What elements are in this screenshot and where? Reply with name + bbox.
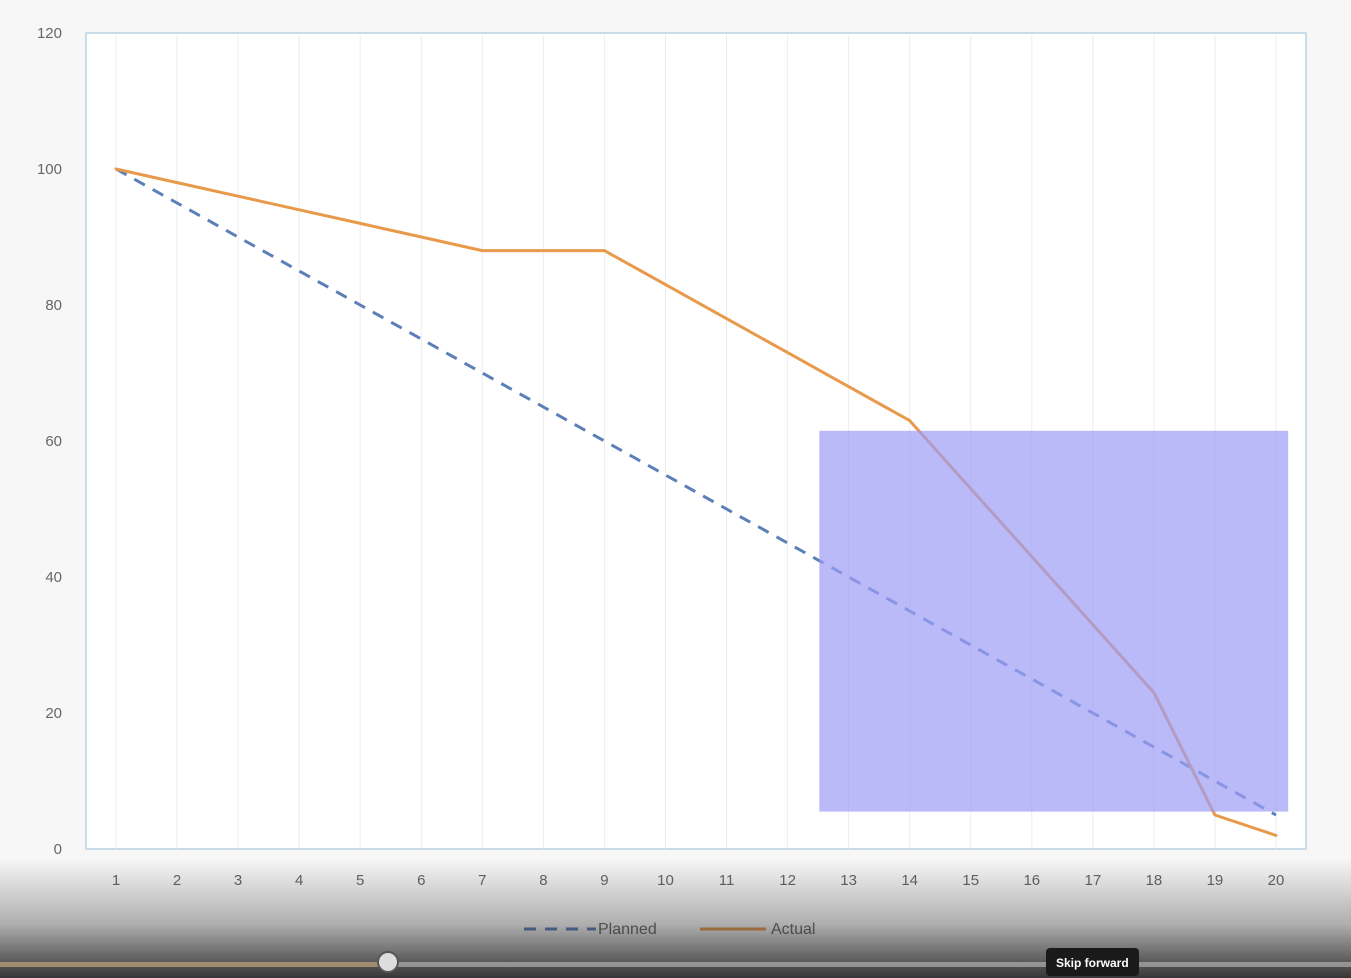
y-tick-120: 120: [37, 25, 62, 42]
y-tick-40: 40: [45, 569, 62, 586]
x-tick-18: 18: [1146, 872, 1163, 889]
x-tick-5: 5: [356, 872, 364, 889]
y-tick-0: 0: [54, 841, 62, 858]
x-tick-16: 16: [1023, 872, 1040, 889]
seek-handle[interactable]: [376, 951, 399, 973]
x-tick-8: 8: [539, 872, 547, 889]
x-tick-15: 15: [962, 872, 979, 889]
x-tick-19: 19: [1207, 872, 1224, 889]
x-axis-ticks: 1 2 3 4 5 6 7 8 9 10 11 12 13 14 15 16 17 18 19 20: [112, 872, 1285, 889]
seek-bar[interactable]: [0, 962, 1351, 967]
x-tick-1: 1: [112, 872, 120, 889]
skip-forward-tooltip: Skip forward: [1046, 948, 1139, 976]
x-tick-3: 3: [234, 872, 242, 889]
x-tick-11: 11: [719, 872, 735, 889]
y-tick-100: 100: [37, 161, 62, 178]
x-tick-6: 6: [417, 872, 425, 889]
x-tick-2: 2: [173, 872, 181, 889]
legend: Planned Actual: [524, 921, 815, 938]
selection-highlight: [819, 430, 1289, 812]
x-tick-12: 12: [779, 872, 796, 889]
x-tick-7: 7: [478, 872, 486, 889]
y-tick-60: 60: [45, 433, 62, 450]
y-tick-80: 80: [45, 297, 62, 314]
y-tick-20: 20: [45, 705, 62, 722]
legend-label-planned: Planned: [598, 921, 657, 938]
legend-label-actual: Actual: [771, 921, 815, 938]
x-tick-14: 14: [901, 872, 918, 889]
x-tick-17: 17: [1084, 872, 1101, 889]
x-tick-13: 13: [840, 872, 857, 889]
seek-bar-played: [0, 962, 388, 967]
y-axis-ticks: 0 20 40 60 80 100 120: [37, 25, 62, 858]
x-tick-4: 4: [295, 872, 303, 889]
x-tick-20: 20: [1268, 872, 1285, 889]
x-tick-9: 9: [600, 872, 608, 889]
series-planned-line: [115, 167, 1277, 817]
x-tick-10: 10: [657, 872, 674, 889]
